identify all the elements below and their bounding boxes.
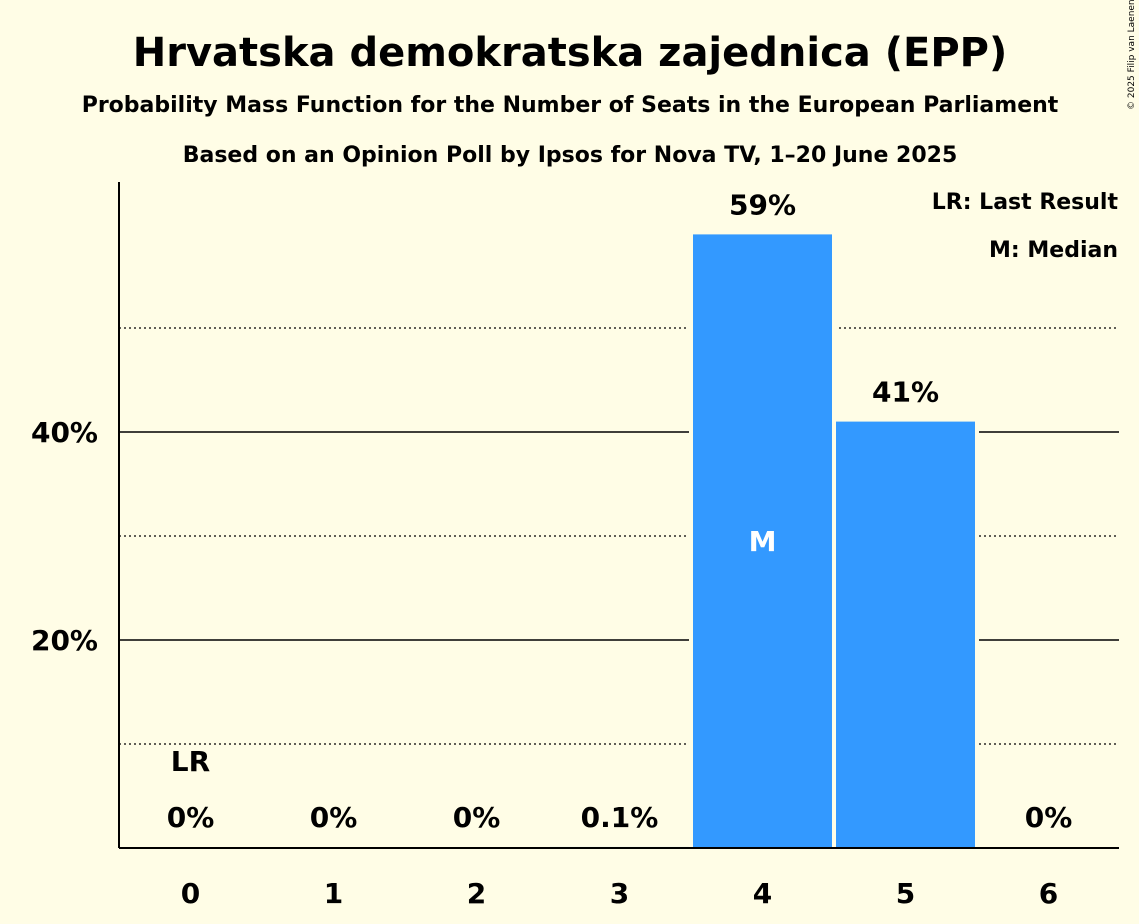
legend-last-result: LR: Last Result: [932, 190, 1119, 215]
x-tick-label: 0: [181, 877, 200, 910]
value-label-seats-3: 0.1%: [581, 801, 659, 834]
bar-gap: [546, 844, 693, 848]
value-labels: 0% 0 0% 1 0% 2 0.1% 3 59% 4 41% 5 0% 6 LR M: [167, 188, 1073, 910]
last-result-marker: LR: [171, 745, 210, 778]
bar-seats-5: [836, 421, 975, 848]
value-label-seats-5: 41%: [872, 376, 939, 409]
value-label-seats-1: 0%: [310, 801, 358, 834]
bar-seats-4: [693, 234, 832, 848]
value-label-seats-2: 0%: [453, 801, 501, 834]
chart-subtitle: Probability Mass Function for the Number…: [82, 93, 1059, 118]
bars: [546, 232, 979, 848]
x-tick-label: 3: [610, 877, 629, 910]
x-tick-label: 4: [753, 877, 772, 910]
axes: [118, 182, 1119, 849]
chart-title: Hrvatska demokratska zajednica (EPP): [133, 30, 1008, 76]
x-tick-label: 6: [1039, 877, 1058, 910]
x-tick-label: 2: [467, 877, 486, 910]
x-tick-label: 1: [324, 877, 343, 910]
y-tick-label: 20%: [31, 624, 98, 657]
legend-median: M: Median: [989, 238, 1118, 263]
value-label-seats-6: 0%: [1025, 801, 1073, 834]
x-tick-label: 5: [896, 877, 915, 910]
gridlines: 20% 40%: [31, 327, 1119, 745]
value-label-seats-4: 59%: [729, 188, 796, 221]
y-tick-label: 40%: [31, 416, 98, 449]
median-marker: M: [749, 525, 777, 558]
copyright-notice: © 2025 Filip van Laenen: [1127, 0, 1137, 110]
value-label-seats-0: 0%: [167, 801, 215, 834]
chart-subtitle-source: Based on an Opinion Poll by Ipsos for No…: [183, 143, 958, 168]
